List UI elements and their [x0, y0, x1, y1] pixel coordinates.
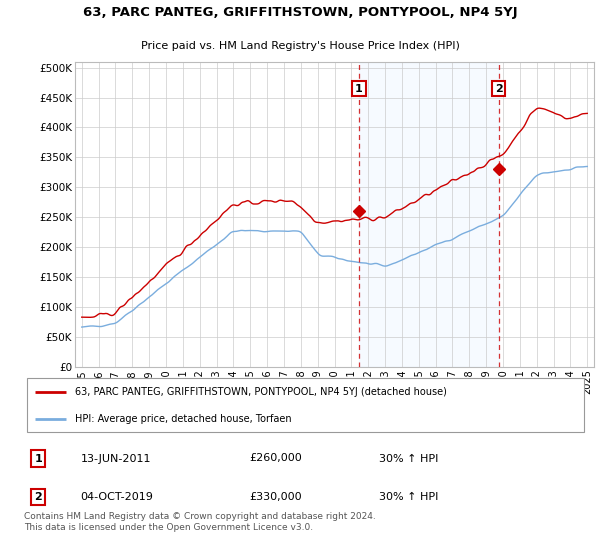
Text: 63, PARC PANTEG, GRIFFITHSTOWN, PONTYPOOL, NP4 5YJ: 63, PARC PANTEG, GRIFFITHSTOWN, PONTYPOO… [83, 6, 517, 20]
Bar [359, 62, 499, 367]
Text: £330,000: £330,000 [250, 492, 302, 502]
Text: 2: 2 [495, 83, 503, 94]
Text: 30% ↑ HPI: 30% ↑ HPI [379, 492, 439, 502]
Text: 1: 1 [355, 83, 363, 94]
Text: 04-OCT-2019: 04-OCT-2019 [80, 492, 153, 502]
Text: Contains HM Land Registry data © Crown copyright and database right 2024.
This d: Contains HM Land Registry data © Crown c… [24, 512, 376, 532]
Text: 1: 1 [34, 454, 42, 464]
FancyBboxPatch shape [27, 377, 584, 432]
Text: 63, PARC PANTEG, GRIFFITHSTOWN, PONTYPOOL, NP4 5YJ (detached house): 63, PARC PANTEG, GRIFFITHSTOWN, PONTYPOO… [75, 386, 446, 396]
Text: 2: 2 [34, 492, 42, 502]
Text: Price paid vs. HM Land Registry's House Price Index (HPI): Price paid vs. HM Land Registry's House … [140, 41, 460, 51]
Text: 13-JUN-2011: 13-JUN-2011 [80, 454, 151, 464]
Text: HPI: Average price, detached house, Torfaen: HPI: Average price, detached house, Torf… [75, 414, 292, 424]
Text: £260,000: £260,000 [250, 454, 302, 464]
Text: 30% ↑ HPI: 30% ↑ HPI [379, 454, 439, 464]
